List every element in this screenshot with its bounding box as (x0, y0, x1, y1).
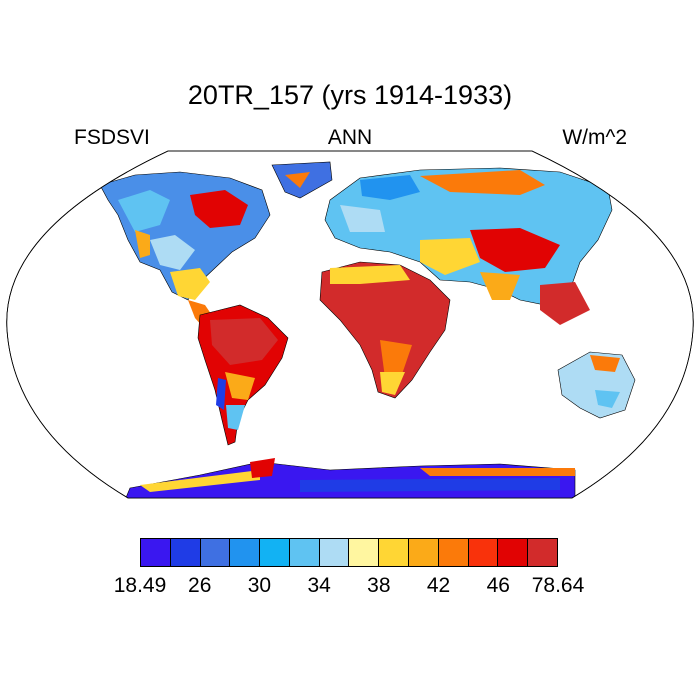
season-label: ANN (327, 126, 373, 149)
colorbar-box (230, 539, 261, 566)
south-america (197, 304, 289, 446)
colorbar-box (170, 539, 201, 566)
colorbar-tick-label: 42 (426, 574, 451, 597)
colorbar-tick-label: 46 (486, 574, 510, 597)
colorbar-box (319, 539, 350, 566)
colorbar-tick-label: 78.64 (531, 574, 585, 597)
colorbar-tick-label: 34 (307, 574, 331, 597)
map-border (6, 150, 694, 499)
colorbar-box (260, 539, 290, 566)
colorbar-box (498, 539, 529, 566)
colorbar-tick-label: 30 (247, 574, 272, 597)
colorbar-box (289, 539, 320, 566)
australia (557, 351, 636, 419)
colorbar-box (468, 539, 499, 566)
colorbar-tick-label: 38 (367, 574, 391, 597)
colorbar-box (409, 539, 439, 566)
colorbar-tick-label: 26 (188, 574, 212, 597)
colorbar-box (349, 539, 380, 566)
antarctica (124, 458, 576, 498)
variable-label: FSDSVI (74, 126, 150, 149)
colorbar-box (438, 539, 469, 566)
greenland (271, 161, 333, 199)
colorbar-box (379, 539, 410, 566)
colorbar-tick-label: 18.49 (113, 574, 167, 597)
colorbar-box (528, 539, 557, 566)
europe-asia (324, 167, 613, 325)
colorbar-box (141, 539, 171, 566)
plot-title: 20TR_157 (yrs 1914-1933) (187, 80, 513, 110)
colorbar (140, 538, 558, 567)
units-label: W/m^2 (562, 126, 627, 149)
colorbar-box (200, 539, 231, 566)
africa (319, 261, 451, 399)
